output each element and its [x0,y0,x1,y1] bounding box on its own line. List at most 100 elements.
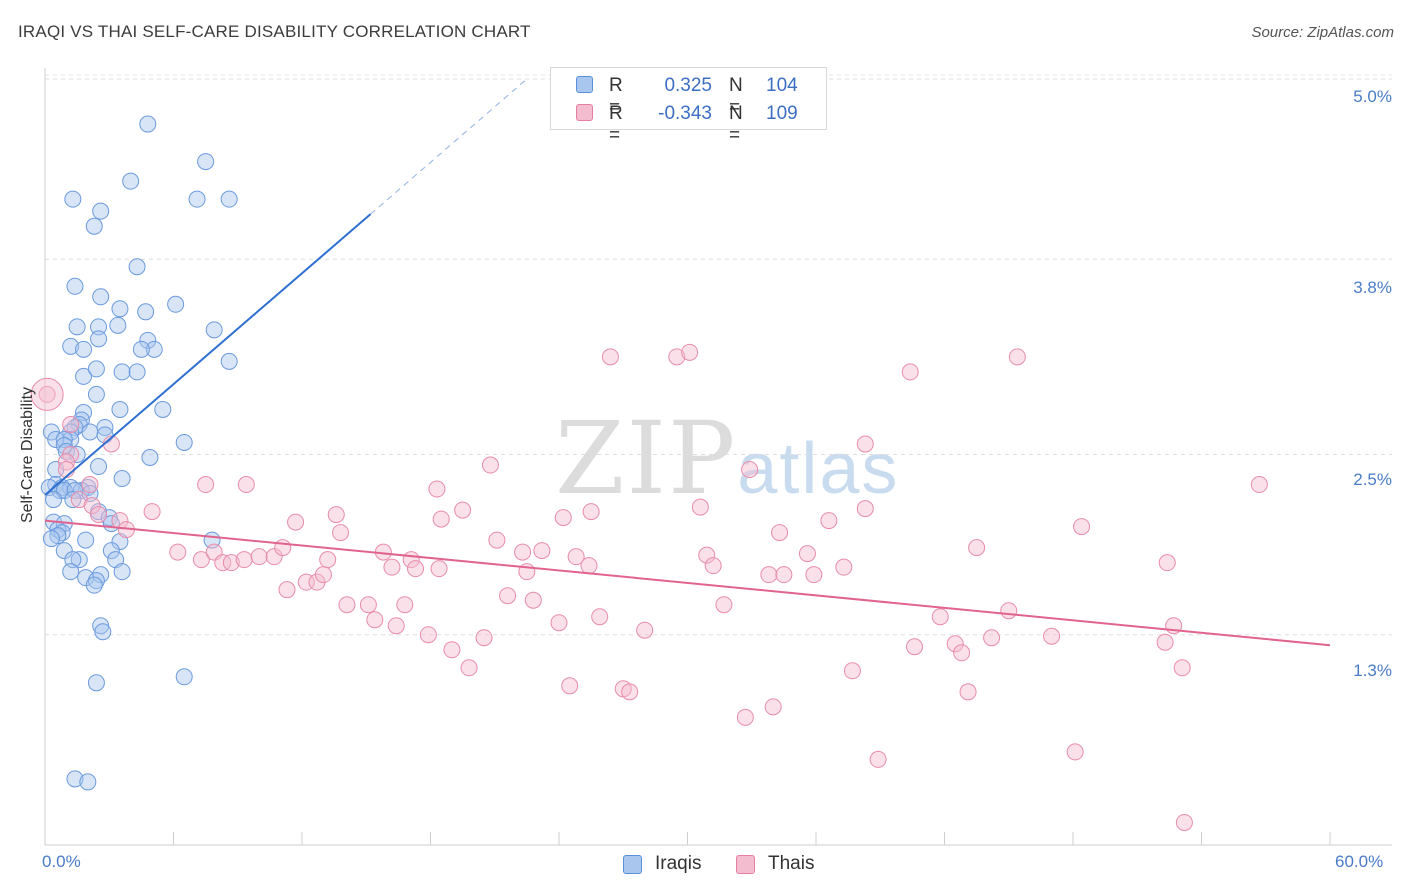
iraqis-point [137,303,155,321]
iraqis-point [122,172,140,190]
iraqis-point [64,190,82,208]
thais-point [383,558,401,576]
iraqis-point [113,470,131,488]
thais-point [775,566,793,584]
iraqis-point [167,295,185,313]
thais-point [332,524,350,542]
legend-thais-swatch-icon [736,855,755,874]
iraqis-point [75,340,93,358]
thais-point [835,558,853,576]
iraqis-point [197,153,215,171]
thais-point [668,348,686,366]
stats-box: R = 0.325 N = 104 R = -0.343 N = 109 [550,67,827,146]
iraqis-point [128,258,146,276]
iraqis-point [111,300,129,318]
iraqis-swatch-icon [576,76,593,93]
iraqis-point [113,363,131,381]
thais-point [931,608,949,626]
thais-point [946,635,964,653]
legend-thais-label: Thais [768,853,815,874]
iraqis-point [66,277,84,295]
thais-point [869,750,887,768]
thais-point [760,566,778,584]
thais-n-value: 109 [766,103,798,124]
iraqis-point [94,623,112,641]
iraqis-r-value: 0.325 [664,75,712,96]
thais-point [432,510,450,528]
thais-point [983,629,1001,647]
iraqis-n-value: 104 [766,75,798,96]
iraqis-point [220,190,238,208]
iraqis-point [154,400,172,418]
thais-point [901,363,919,381]
iraqis-point [175,433,193,451]
thais-point [265,548,283,566]
thais-point [698,546,716,564]
thais-point [554,509,572,527]
thais-point [1156,633,1174,651]
thais-point [1173,659,1191,677]
iraqis-point [45,491,63,509]
thais-point [704,557,722,575]
thais-point [533,542,551,560]
iraqis-point [139,331,157,349]
thais-point [443,641,461,659]
thais-point [582,503,600,521]
thais-point [192,551,210,569]
iraqis-point [205,321,223,339]
thais-point [57,461,75,479]
thais-point [278,581,296,599]
thais-r-label: R = [609,103,623,146]
iraqis-point [62,563,80,581]
iraqis-point [68,318,86,336]
thais-point [454,501,472,519]
thais-point [741,461,759,479]
thais-point [314,566,332,584]
thais-point [407,560,425,578]
iraqis-point [70,551,88,569]
thais-point [1008,348,1026,366]
thais-point [1073,518,1091,536]
thais-point [1250,476,1268,494]
thais-point [736,708,754,726]
iraqis-point [87,385,105,403]
thais-point [481,456,499,474]
iraqis-point [77,531,95,549]
watermark-zip: ZIP [555,400,738,517]
thais-n-label: N = [729,103,743,146]
thais-point [428,480,446,498]
thais-point [319,551,337,569]
iraqis-point [55,542,73,560]
iraqis-point [62,337,80,355]
iraqis-point [141,449,159,467]
iraqis-point [139,115,157,133]
iraqis-point [79,773,97,791]
iraqis-point [42,530,60,548]
thais-point [83,497,101,515]
thais-point [764,698,782,716]
thais-point [396,596,414,614]
thais-point [197,476,215,494]
thais-point [387,617,405,635]
iraqis-point [85,576,103,594]
watermark-atlas: atlas [737,429,900,509]
legend-iraqis-swatch-icon [623,855,642,874]
thais-point [90,506,108,524]
iraqis-point [220,352,238,370]
thais-point [274,539,292,557]
legend: Iraqis Thais [0,852,1406,878]
thais-point [214,554,232,572]
thais-point [430,560,448,578]
thais-point [953,644,971,662]
thais-point [621,683,639,701]
thais-point [691,498,709,516]
iraqis-point [87,360,105,378]
thais-point [222,554,240,572]
iraqis-point [102,542,120,560]
thais-point [143,503,161,521]
thais-point [567,548,585,566]
x-tick-label-min: 0.0% [42,852,81,871]
thais-point [419,626,437,644]
thais-point [235,551,253,569]
